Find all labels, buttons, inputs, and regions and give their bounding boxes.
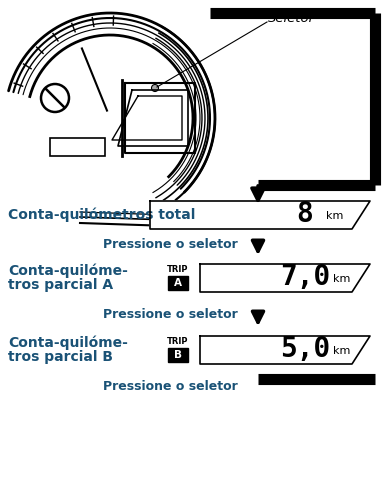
Text: Conta-quilóme-: Conta-quilóme- — [8, 336, 128, 350]
Text: Pressione o seletor: Pressione o seletor — [103, 308, 238, 322]
Text: km: km — [326, 211, 344, 221]
Text: 8: 8 — [296, 200, 313, 228]
Text: Conta-quilómetros total: Conta-quilómetros total — [8, 208, 195, 222]
Text: Pressione o seletor: Pressione o seletor — [103, 380, 238, 394]
Text: km: km — [333, 346, 350, 356]
Text: Pressione o seletor: Pressione o seletor — [103, 238, 238, 250]
Polygon shape — [200, 264, 370, 292]
Text: km: km — [333, 274, 350, 284]
FancyBboxPatch shape — [168, 276, 188, 290]
Text: 5,0: 5,0 — [280, 335, 330, 363]
Text: 7,0: 7,0 — [280, 263, 330, 291]
Circle shape — [151, 84, 159, 91]
Text: A: A — [174, 278, 182, 288]
Text: tros parcial B: tros parcial B — [8, 350, 113, 364]
Text: tros parcial A: tros parcial A — [8, 278, 113, 292]
Text: TRIP: TRIP — [167, 338, 189, 346]
Text: Conta-quilóme-: Conta-quilóme- — [8, 264, 128, 278]
Text: Seletor: Seletor — [268, 12, 315, 24]
Polygon shape — [150, 201, 370, 229]
Text: B: B — [174, 350, 182, 360]
Polygon shape — [200, 336, 370, 364]
FancyBboxPatch shape — [168, 348, 188, 362]
Bar — [50, 138, 105, 156]
Text: TRIP: TRIP — [167, 266, 189, 274]
